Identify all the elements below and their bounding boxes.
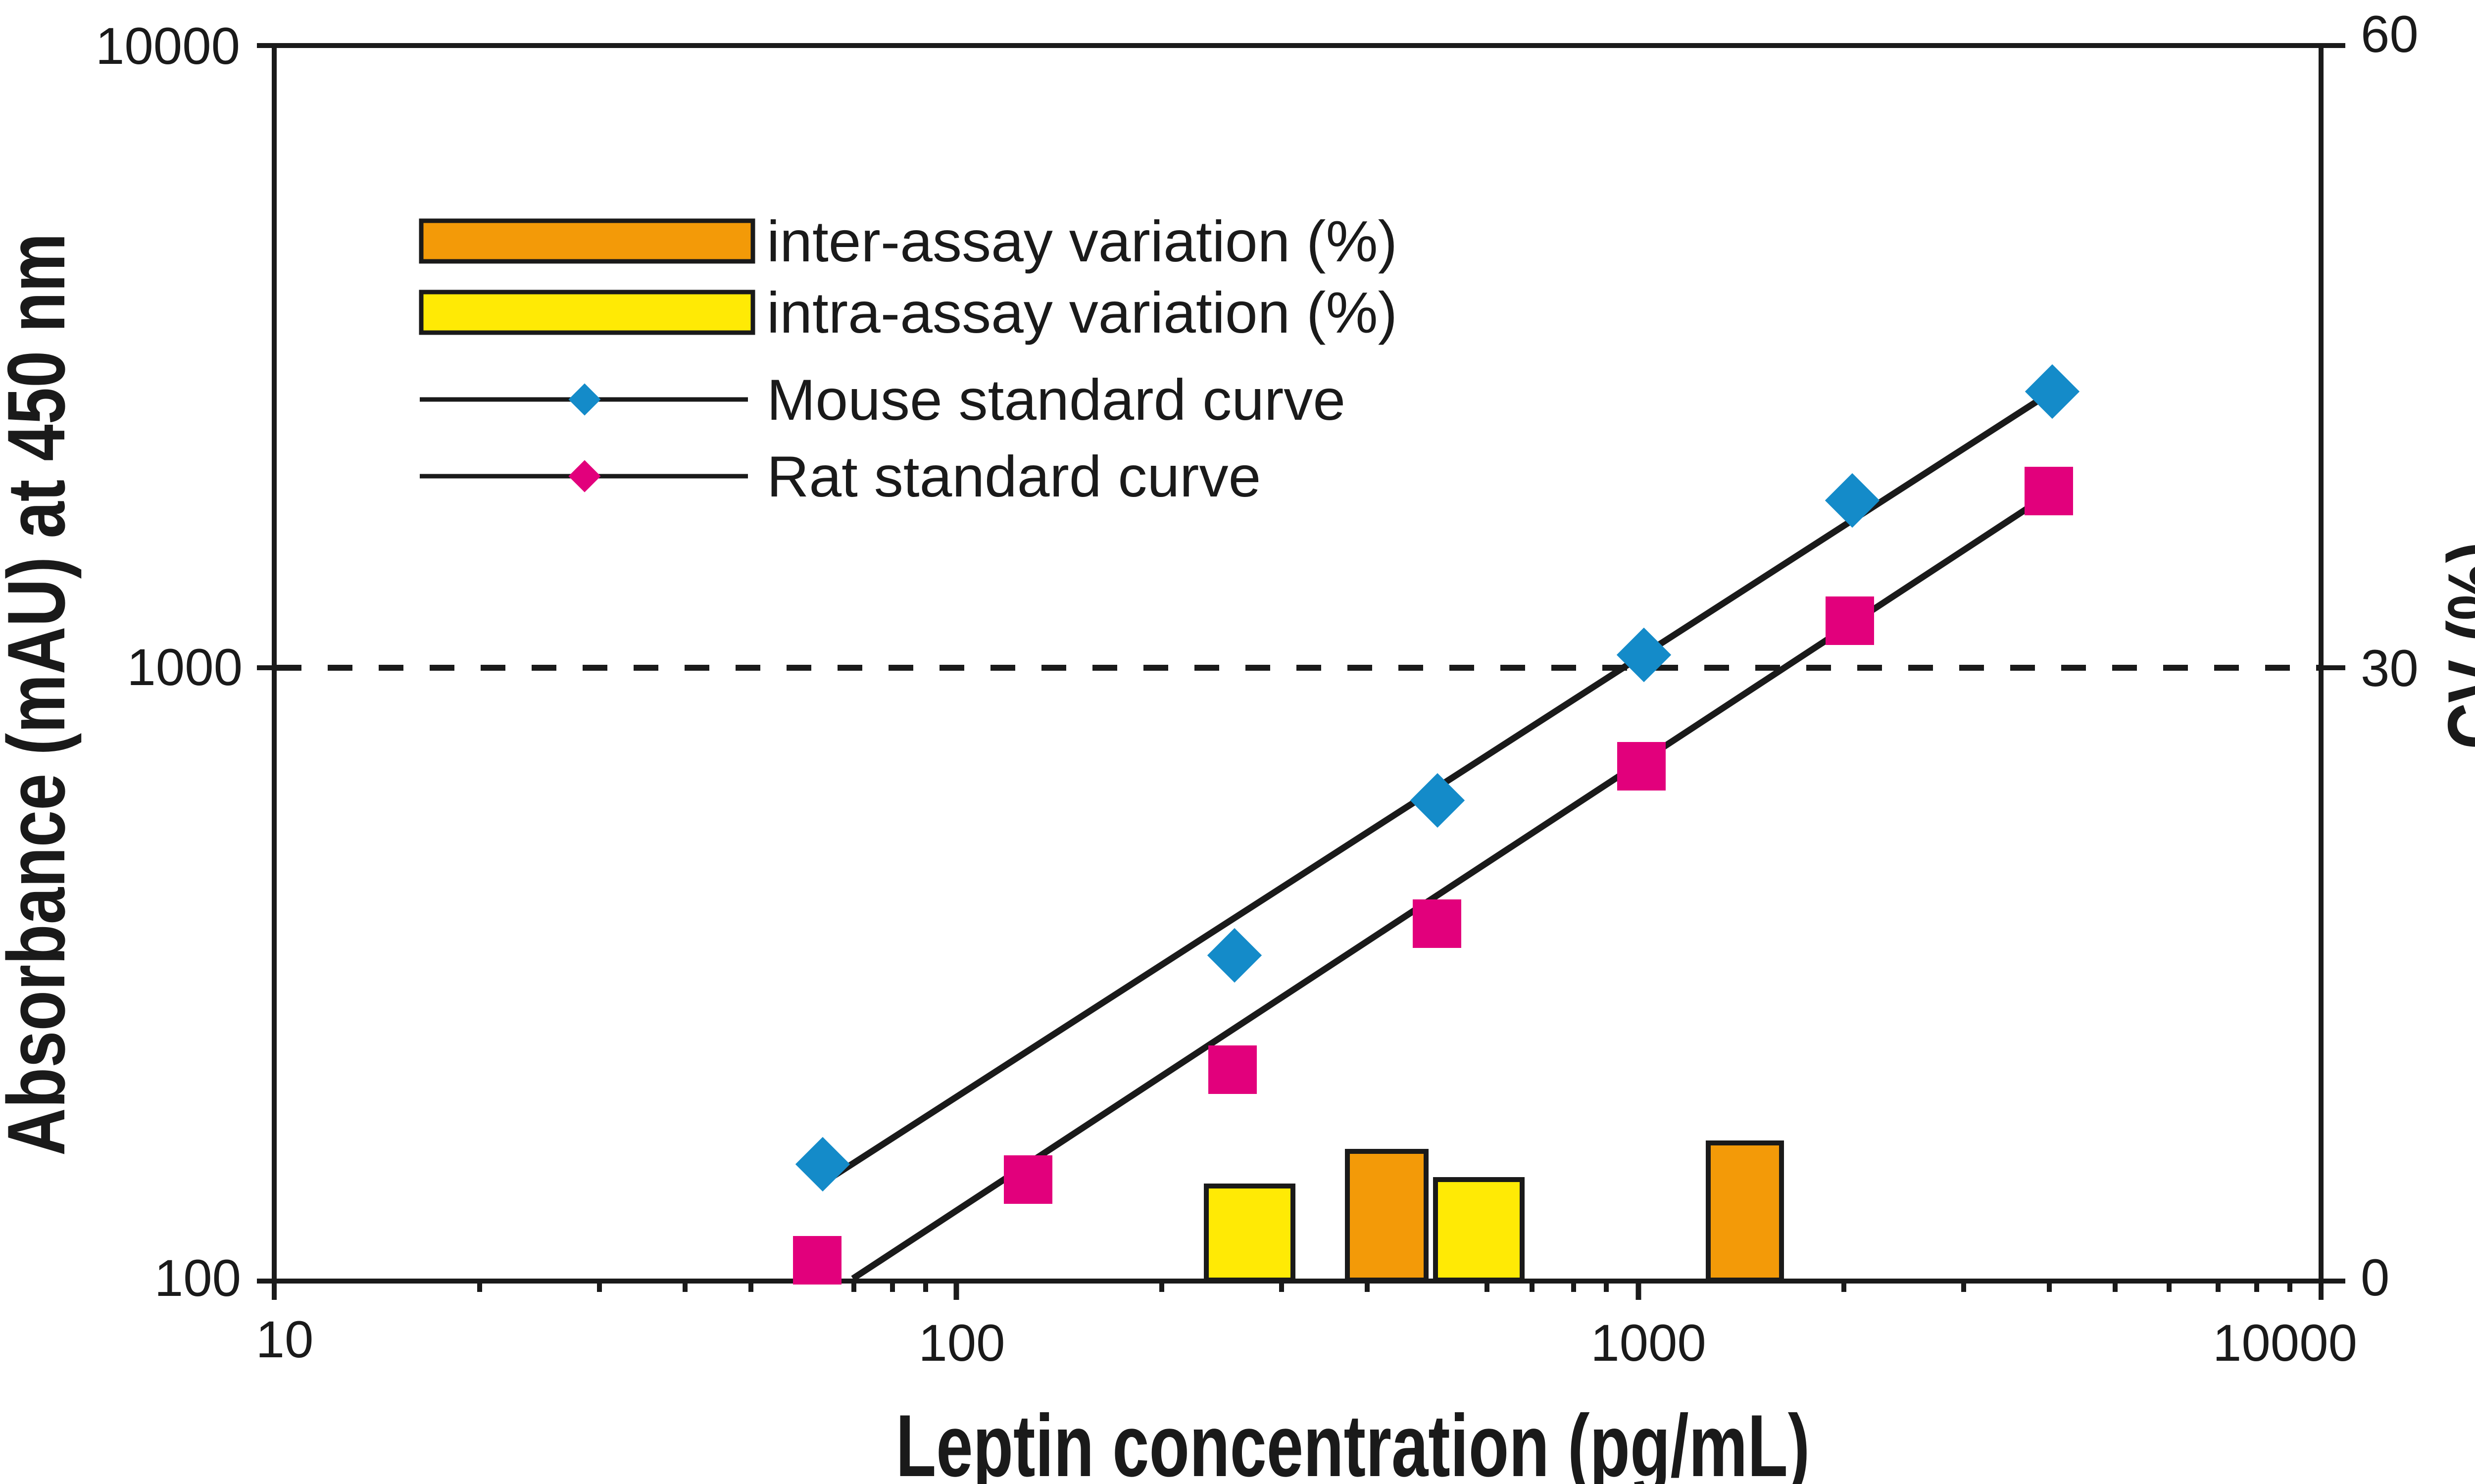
svg-text:Mouse standard curve: Mouse standard curve (767, 368, 1345, 432)
svg-text:10000: 10000 (2213, 1314, 2357, 1372)
svg-text:intra-assay variation (%): intra-assay variation (%) (767, 281, 1397, 345)
svg-text:30: 30 (2361, 640, 2419, 697)
svg-text:10: 10 (256, 1311, 314, 1369)
svg-text:0: 0 (2361, 1249, 2389, 1307)
svg-text:60: 60 (2361, 5, 2419, 63)
svg-text:1000: 1000 (1590, 1314, 1706, 1372)
svg-text:inter-assay variation (%): inter-assay variation (%) (767, 209, 1397, 274)
svg-text:1000: 1000 (127, 639, 243, 696)
svg-text:Leptin concentration (pg/mL): Leptin concentration (pg/mL) (896, 1397, 1810, 1484)
svg-text:100: 100 (154, 1249, 241, 1307)
svg-text:100: 100 (918, 1314, 1005, 1372)
svg-text:10000: 10000 (96, 17, 240, 75)
svg-text:Rat standard curve: Rat standard curve (767, 445, 1261, 509)
svg-text:Absorbance (mAU) at 450 nm: Absorbance (mAU) at 450 nm (0, 233, 82, 1156)
svg-text:CV (%): CV (%) (2430, 542, 2475, 749)
